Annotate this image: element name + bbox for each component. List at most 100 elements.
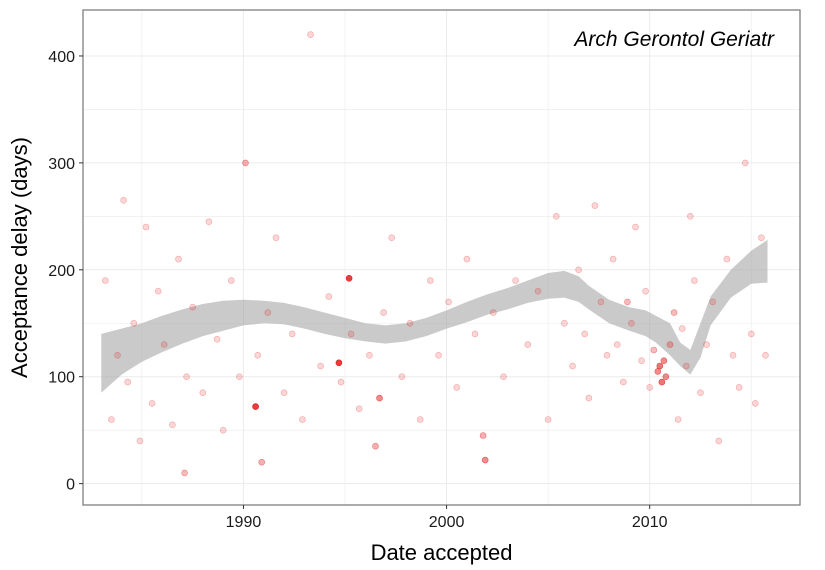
data-point [160,341,168,348]
y-tick-label: 200 [48,263,75,280]
data-point [252,403,259,410]
smooth-band-layer [101,239,768,393]
data-point [142,223,150,231]
data-point [189,303,196,311]
data-point [691,277,698,284]
panel-border [82,9,801,506]
data-point [337,378,345,386]
data-point [619,378,627,386]
data-point [124,378,131,386]
data-point [723,255,731,263]
data-point [347,330,355,338]
data-point [735,384,743,391]
data-point [479,432,487,439]
y-tick-label: 300 [48,156,75,173]
data-point [591,202,599,209]
data-point [175,255,182,263]
data-point [406,319,414,327]
data-point [603,351,611,359]
data-point [258,458,266,466]
data-point [609,255,617,263]
data-point [747,330,755,338]
data-point [114,351,121,359]
data-point [656,362,664,370]
data-point [678,325,686,332]
data-point [585,394,593,402]
data-point [445,298,452,306]
data-point [325,293,333,300]
data-point [426,277,434,284]
data-point [660,357,668,365]
data-point [463,255,471,263]
ticks-layer: 0 100 200 300 400 1990 2000 2010 [48,49,667,531]
data-point [642,287,649,295]
data-point [650,346,658,354]
smooth-confidence-band [101,239,768,393]
data-point [453,384,461,391]
data-point [148,400,156,407]
data-point [751,400,759,407]
data-point [398,373,406,381]
data-point [136,437,144,445]
y-tick-label: 0 [66,477,75,494]
data-point [181,469,188,477]
data-point [416,416,424,423]
data-point [758,234,765,241]
data-point [299,416,306,423]
y-tick-label: 400 [48,49,75,66]
x-axis-title: Date accepted [371,540,513,565]
y-tick-label: 100 [48,370,75,387]
data-point [662,373,670,381]
data-point [372,442,379,450]
data-point [366,351,373,359]
data-point [581,330,589,338]
data-point [658,378,666,386]
panel-label: Arch Gerontol Geriatr [572,28,775,51]
data-point [552,213,560,220]
data-point [317,362,324,370]
data-point [102,277,109,284]
data-point [254,351,262,359]
data-point [512,277,519,284]
data-point [682,362,690,370]
data-point [670,309,678,316]
data-point [120,197,127,204]
data-point [561,319,568,327]
data-point [632,223,639,231]
data-point [654,368,662,375]
data-point [489,309,497,316]
data-point [674,416,682,423]
data-point [575,266,582,274]
data-point [213,335,221,343]
x-tick-label: 2010 [632,514,668,531]
data-point [500,373,507,381]
data-point [108,416,115,423]
data-point [729,351,737,359]
data-point [762,351,769,359]
data-point [534,287,542,295]
data-point [741,159,749,167]
data-point [435,351,442,359]
data-point [219,426,227,434]
data-point [205,218,213,225]
data-point [715,437,723,445]
grid-layer [83,10,800,505]
data-point [288,330,296,338]
data-point [597,298,605,306]
data-point [169,421,176,429]
data-point [703,341,710,348]
data-point [646,384,654,391]
data-point [307,31,314,38]
data-point [697,389,704,397]
data-point [236,373,243,381]
data-point [376,394,383,402]
data-point [638,357,645,365]
data-point [199,389,207,397]
data-point [624,298,631,306]
data-point [388,234,396,241]
data-point [709,298,717,306]
data-point [264,309,272,316]
data-point [242,159,249,167]
data-point [380,309,387,316]
